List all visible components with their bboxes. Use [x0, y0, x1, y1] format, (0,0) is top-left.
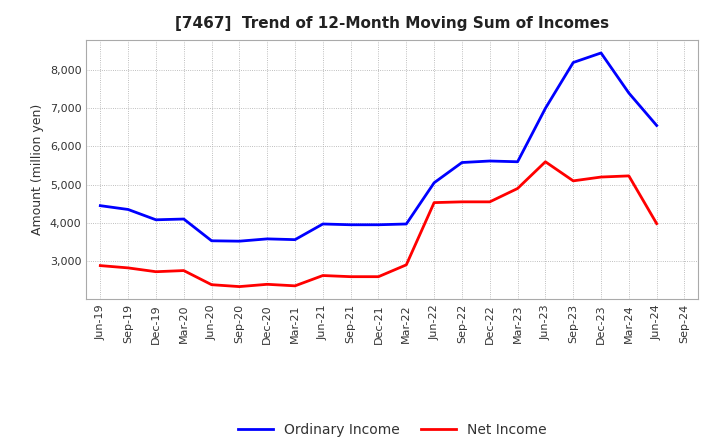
Net Income [624, 173, 633, 179]
Net Income [179, 268, 188, 273]
Ordinary Income [569, 60, 577, 65]
Net Income [541, 159, 550, 165]
Ordinary Income [485, 158, 494, 164]
Net Income [235, 284, 243, 289]
Ordinary Income [179, 216, 188, 222]
Ordinary Income [374, 222, 383, 227]
Net Income [402, 262, 410, 268]
Net Income [569, 178, 577, 183]
Line: Net Income: Net Income [100, 162, 657, 286]
Net Income [291, 283, 300, 289]
Net Income [96, 263, 104, 268]
Net Income [346, 274, 355, 279]
Net Income [318, 273, 327, 278]
Line: Ordinary Income: Ordinary Income [100, 53, 657, 241]
Net Income [207, 282, 216, 287]
Ordinary Income [458, 160, 467, 165]
Net Income [458, 199, 467, 205]
Net Income [152, 269, 161, 275]
Ordinary Income [235, 238, 243, 244]
Net Income [263, 282, 271, 287]
Net Income [652, 221, 661, 226]
Ordinary Income [263, 236, 271, 242]
Net Income [597, 174, 606, 180]
Ordinary Income [124, 207, 132, 212]
Legend: Ordinary Income, Net Income: Ordinary Income, Net Income [233, 418, 552, 440]
Ordinary Income [207, 238, 216, 243]
Ordinary Income [652, 123, 661, 128]
Title: [7467]  Trend of 12-Month Moving Sum of Incomes: [7467] Trend of 12-Month Moving Sum of I… [176, 16, 609, 32]
Net Income [485, 199, 494, 205]
Y-axis label: Amount (million yen): Amount (million yen) [32, 104, 45, 235]
Net Income [430, 200, 438, 205]
Ordinary Income [291, 237, 300, 242]
Ordinary Income [318, 221, 327, 227]
Net Income [124, 265, 132, 271]
Net Income [513, 186, 522, 191]
Ordinary Income [624, 90, 633, 95]
Ordinary Income [513, 159, 522, 165]
Net Income [374, 274, 383, 279]
Ordinary Income [346, 222, 355, 227]
Ordinary Income [430, 180, 438, 185]
Ordinary Income [402, 221, 410, 227]
Ordinary Income [152, 217, 161, 223]
Ordinary Income [597, 50, 606, 55]
Ordinary Income [96, 203, 104, 208]
Ordinary Income [541, 106, 550, 111]
